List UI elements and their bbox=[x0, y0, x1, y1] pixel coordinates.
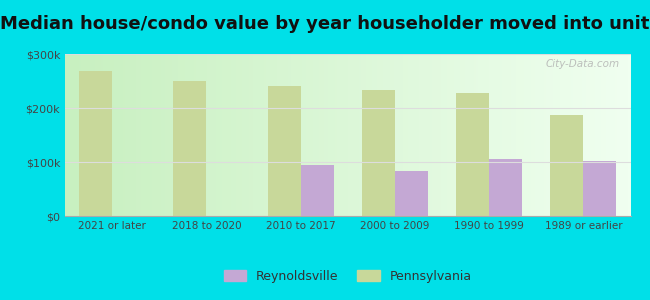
Bar bbox=[551, 115, 584, 216]
Text: Median house/condo value by year householder moved into unit: Median house/condo value by year househo… bbox=[0, 15, 650, 33]
Bar bbox=[79, 71, 112, 216]
Text: City-Data.com: City-Data.com bbox=[545, 59, 619, 69]
Bar bbox=[395, 171, 428, 216]
Bar bbox=[300, 165, 333, 216]
Bar bbox=[268, 86, 300, 216]
Bar bbox=[362, 90, 395, 216]
Bar bbox=[174, 81, 207, 216]
Legend: Reynoldsville, Pennsylvania: Reynoldsville, Pennsylvania bbox=[218, 265, 477, 287]
Bar bbox=[456, 93, 489, 216]
Bar bbox=[584, 161, 616, 216]
Bar bbox=[489, 159, 522, 216]
